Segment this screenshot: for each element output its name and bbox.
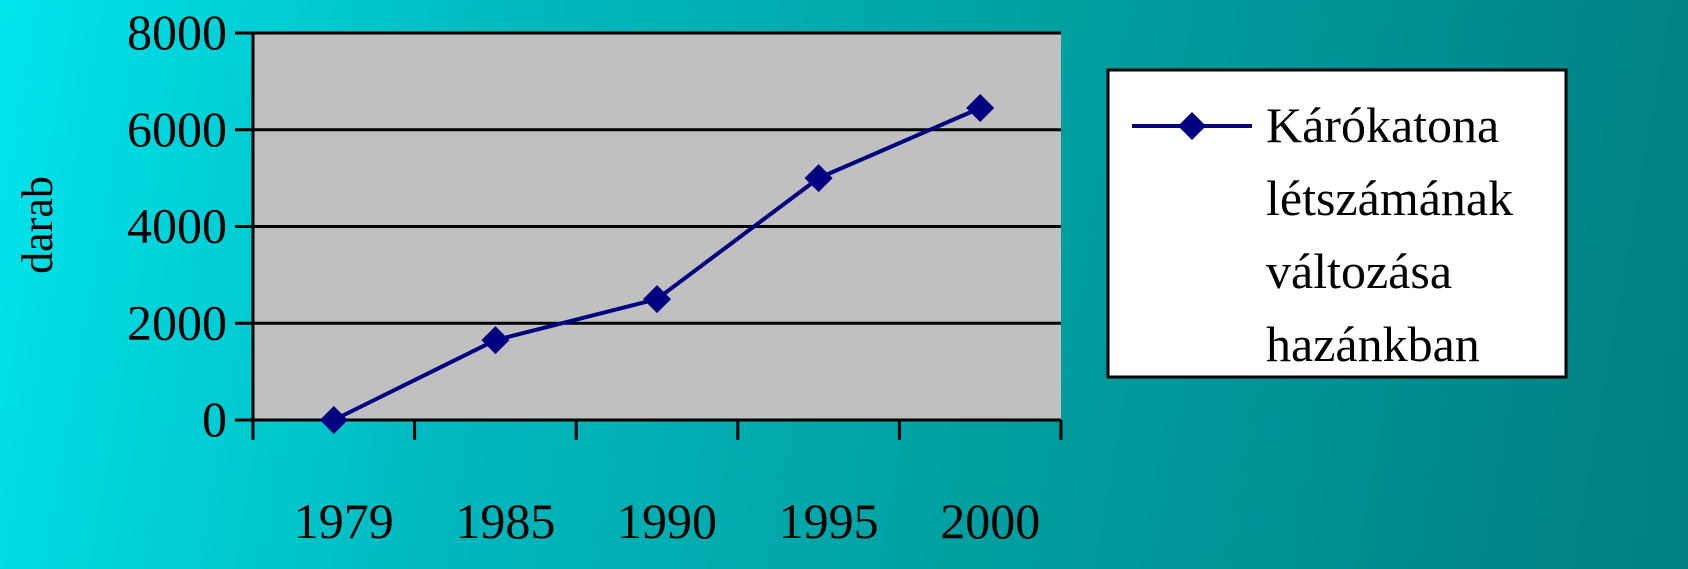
legend-label: Kárókatona létszámának változása hazánkban	[1266, 97, 1513, 372]
legend-text-line: változása	[1266, 243, 1452, 299]
legend: Kárókatona létszámának változása hazánkban	[1106, 68, 1568, 379]
series-layer	[319, 93, 995, 434]
y-axis-ticks: 0 2000 4000 6000 8000	[127, 4, 253, 447]
x-tick-label: 1995	[779, 493, 879, 549]
y-tick-label: 8000	[127, 4, 227, 60]
x-tick-label: 1990	[617, 493, 717, 549]
data-point-marker	[481, 326, 510, 355]
y-tick-label: 2000	[127, 294, 227, 350]
legend-text-line: Kárókatona	[1266, 97, 1499, 153]
y-tick-label: 6000	[127, 101, 227, 157]
x-axis-ticks: 1979 1985 1990 1995 2000	[251, 420, 1063, 549]
data-point-marker	[643, 285, 671, 314]
y-tick-label: 0	[202, 391, 227, 447]
y-tick-label: 4000	[127, 198, 227, 254]
legend-diamond-marker	[1178, 112, 1206, 140]
legend-text-line: hazánkban	[1266, 316, 1480, 372]
data-point-marker	[319, 406, 348, 434]
data-point-marker	[804, 164, 833, 193]
y-axis-title: darab	[13, 176, 62, 274]
x-tick-label: 2000	[940, 493, 1040, 549]
x-tick-label: 1979	[294, 493, 394, 549]
data-point-marker	[966, 93, 995, 122]
x-tick-label: 1985	[455, 493, 555, 549]
legend-text-line: létszámának	[1266, 170, 1513, 226]
